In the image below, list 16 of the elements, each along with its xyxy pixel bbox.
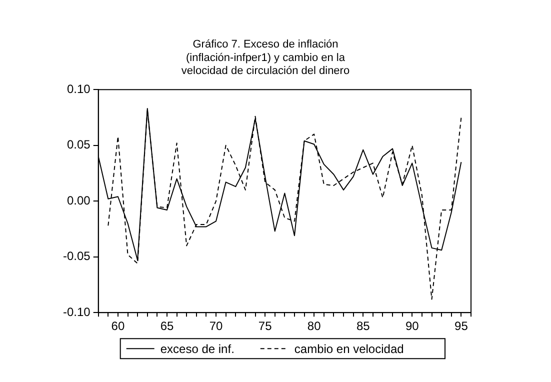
x-tick-label: 65 (160, 319, 174, 334)
y-tick-label: -0.10 (62, 304, 91, 319)
x-tick-label: 80 (307, 319, 322, 334)
chart-title: Gráfico 7. Exceso de inflación (inflación-infper1) y cambio en la velocidad de circulación del dinero (181, 38, 350, 78)
x-tick-label: 75 (258, 319, 272, 334)
y-tick-label: 0.00 (66, 193, 91, 208)
x-tick-label: 70 (209, 319, 224, 334)
x-tick-label: 85 (356, 319, 370, 334)
x-tick-label: 90 (405, 319, 420, 334)
y-tick-label: 0.10 (66, 82, 91, 96)
x-tick-label: 60 (111, 319, 125, 334)
y-tick-label: -0.05 (62, 249, 91, 264)
legend-label: cambio en velocidad (294, 342, 404, 356)
x-tick-label: 95 (454, 319, 468, 334)
y-tick-label: 0.05 (66, 138, 91, 152)
legend-label: exceso de inf. (160, 342, 234, 356)
